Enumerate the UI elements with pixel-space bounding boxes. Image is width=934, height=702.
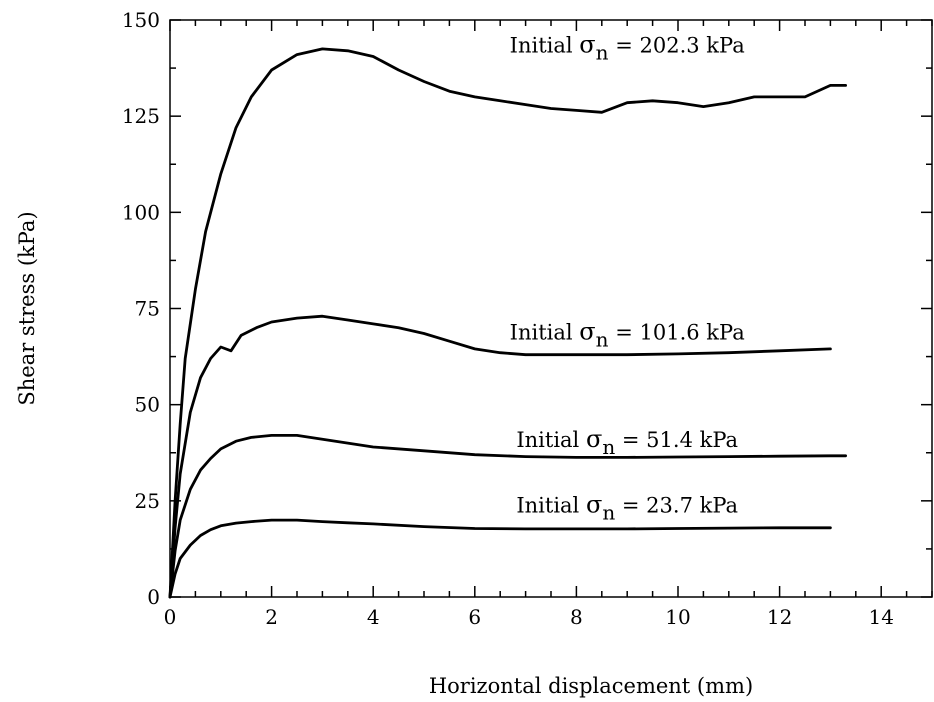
y-tick-label: 25 xyxy=(135,489,160,513)
y-axis-title: Shear stress (kPa) xyxy=(15,211,39,405)
curve-annotation: Initial σn = 101.6 kPa xyxy=(510,317,745,351)
x-tick-label: 2 xyxy=(265,605,278,629)
y-tick-label: 125 xyxy=(122,104,160,128)
series-line-3 xyxy=(168,434,847,599)
y-tick-label: 50 xyxy=(135,393,160,417)
y-tick-label: 0 xyxy=(147,585,160,609)
x-tick-label: 0 xyxy=(164,605,177,629)
series-line-1 xyxy=(168,47,847,599)
x-tick-label: 12 xyxy=(767,605,792,629)
x-tick-label: 4 xyxy=(367,605,380,629)
curve-annotation: Initial σn = 202.3 kPa xyxy=(510,31,745,65)
y-tick-label: 75 xyxy=(135,297,160,321)
x-axis-title: Horizontal displacement (mm) xyxy=(429,674,753,698)
curve-annotation: Initial σn = 23.7 kPa xyxy=(516,490,738,524)
curve-annotation: Initial σn = 51.4 kPa xyxy=(516,425,738,459)
y-tick-label: 100 xyxy=(122,200,160,224)
x-tick-label: 8 xyxy=(570,605,583,629)
x-tick-label: 14 xyxy=(868,605,893,629)
series-line-2 xyxy=(168,314,832,599)
x-tick-label: 10 xyxy=(665,605,690,629)
series-line-4 xyxy=(168,518,832,599)
y-tick-label: 150 xyxy=(122,8,160,32)
x-tick-label: 6 xyxy=(468,605,481,629)
